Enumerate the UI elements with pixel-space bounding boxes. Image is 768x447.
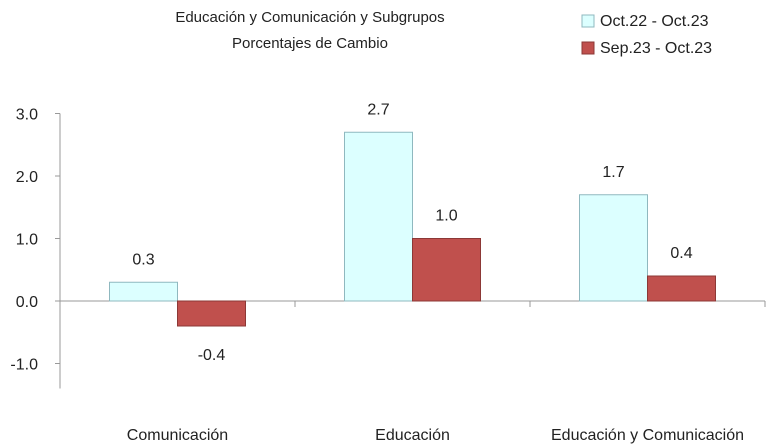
bar: [177, 300, 246, 327]
legend-swatch: [581, 41, 595, 55]
bar: [579, 194, 648, 302]
bar: [412, 238, 481, 302]
y-tick-label: 3.0: [16, 107, 38, 124]
bar: [344, 131, 413, 302]
value-label: -0.4: [198, 347, 226, 364]
x-tick-label: Educación: [375, 427, 450, 444]
y-tick-label: 0.0: [16, 294, 38, 311]
chart-title: Educación y Comunicación y Subgrupos: [175, 9, 444, 26]
y-tick-label: -1.0: [10, 357, 38, 374]
bar: [647, 275, 716, 302]
value-label: 1.7: [602, 164, 624, 181]
legend-label: Sep.23 - Oct.23: [600, 40, 712, 57]
value-label: 2.7: [367, 101, 389, 118]
value-label: 1.0: [435, 208, 457, 225]
value-label: 0.3: [132, 251, 154, 268]
legend-label: Oct.22 - Oct.23: [600, 13, 709, 30]
value-label: 0.4: [670, 245, 692, 262]
bar: [109, 281, 178, 302]
x-tick-label: Comunicación: [127, 427, 228, 444]
x-tick-label: Educación y Comunicación: [551, 427, 744, 444]
y-tick-label: 2.0: [16, 169, 38, 186]
y-tick-label: 1.0: [16, 232, 38, 249]
legend-swatch: [581, 14, 595, 28]
chart-subtitle: Porcentajes de Cambio: [232, 35, 388, 52]
